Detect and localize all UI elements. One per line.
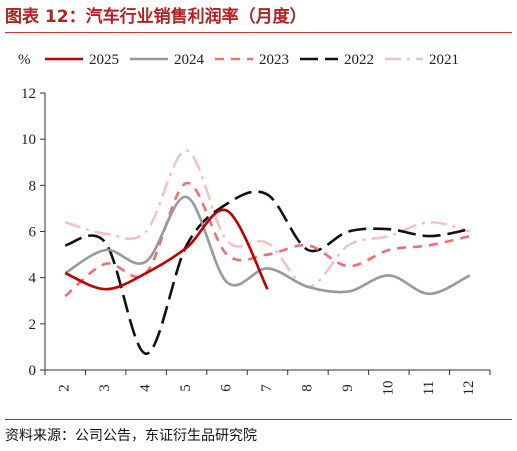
axes: 0 2 4 6 8 10 12 2 3 4 5 6 7 8 9 10 11 12 bbox=[21, 86, 491, 396]
source-divider bbox=[5, 419, 512, 420]
y-unit-label: % bbox=[18, 52, 31, 68]
title-divider bbox=[5, 32, 512, 33]
legend-label-2024: 2024 bbox=[174, 52, 205, 68]
x-tick-label: 5 bbox=[178, 384, 194, 392]
x-tick-label: 11 bbox=[421, 381, 437, 395]
x-tick-label: 4 bbox=[138, 384, 154, 392]
x-tick-label: 10 bbox=[380, 381, 396, 396]
legend: 2025 2024 2023 2022 2021 bbox=[45, 52, 459, 68]
y-tick-label: 6 bbox=[29, 225, 37, 241]
x-tick-label: 9 bbox=[340, 384, 356, 392]
legend-label-2023: 2023 bbox=[259, 52, 289, 68]
y-tick-label: 10 bbox=[21, 132, 36, 148]
y-tick-label: 8 bbox=[29, 178, 37, 194]
series-lines bbox=[64, 149, 471, 356]
figure-title: 图表 12：汽车行业销售利润率（月度） bbox=[5, 7, 307, 27]
y-tick-label: 2 bbox=[29, 317, 37, 333]
x-tick-label: 2 bbox=[57, 384, 73, 392]
series-line-2021 bbox=[64, 149, 471, 289]
source-note: 资料来源：公司公告，东证衍生品研究院 bbox=[5, 428, 257, 444]
legend-label-2021: 2021 bbox=[429, 52, 459, 68]
series-line-2024 bbox=[64, 195, 471, 296]
y-tick-label: 4 bbox=[29, 271, 37, 287]
x-tick-label: 6 bbox=[218, 384, 234, 392]
x-tick-label: 8 bbox=[299, 384, 315, 392]
x-tick-label: 7 bbox=[259, 384, 275, 392]
x-tick-label: 12 bbox=[461, 381, 477, 396]
y-tick-label: 0 bbox=[29, 363, 37, 379]
x-tick-label: 3 bbox=[97, 384, 113, 392]
series-line-2025 bbox=[64, 208, 269, 291]
series-line-2022 bbox=[64, 190, 471, 356]
legend-label-2025: 2025 bbox=[89, 52, 119, 68]
y-tick-label: 12 bbox=[21, 86, 36, 102]
legend-label-2022: 2022 bbox=[344, 52, 374, 68]
